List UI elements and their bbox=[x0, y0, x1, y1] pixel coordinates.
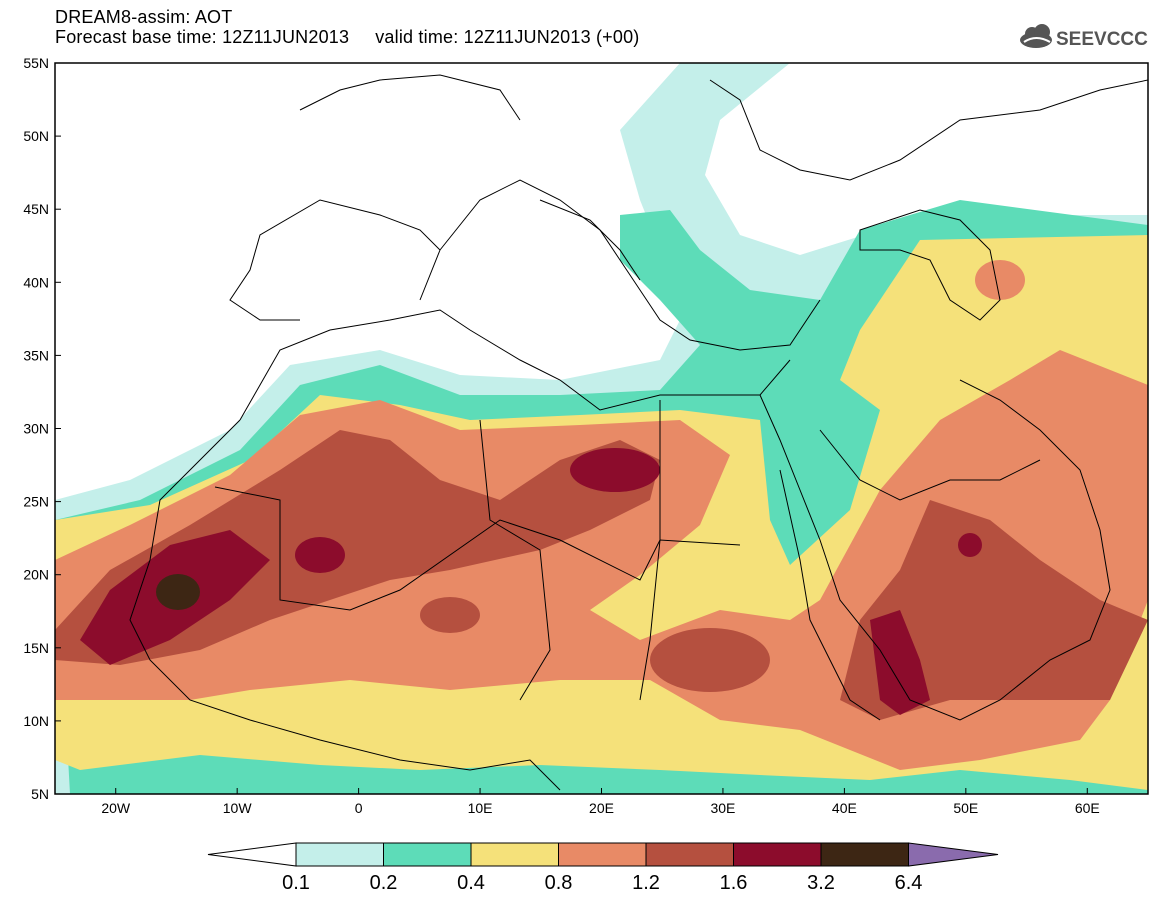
lon-label: 20E bbox=[589, 800, 614, 816]
legend-label: 1.2 bbox=[632, 872, 660, 894]
aot-contour-1.6-libya bbox=[570, 448, 660, 492]
lon-label: 60E bbox=[1075, 800, 1100, 816]
lat-label: 55N bbox=[23, 55, 49, 71]
legend-label: 0.1 bbox=[282, 872, 310, 894]
logo-text: SEEVCCC bbox=[1056, 29, 1148, 50]
legend-arrow-high bbox=[908, 842, 999, 867]
lat-label: 25N bbox=[23, 494, 49, 510]
legend-label: 3.2 bbox=[807, 872, 835, 894]
legend-arrow-low bbox=[207, 842, 297, 867]
legend-label: 0.4 bbox=[457, 872, 485, 894]
lat-label: 40N bbox=[23, 274, 49, 290]
aot-contour-1.2-sudan bbox=[650, 628, 770, 692]
lon-label: 30E bbox=[710, 800, 735, 816]
aot-contour-0.8-caspian bbox=[975, 260, 1025, 300]
legend-label: 0.8 bbox=[544, 872, 573, 894]
lat-label: 50N bbox=[23, 128, 49, 144]
lon-label: 40E bbox=[832, 800, 857, 816]
lat-label: 35N bbox=[23, 347, 49, 363]
legend-swatch bbox=[295, 842, 384, 867]
lon-label: 0 bbox=[355, 800, 363, 816]
legend-swatch bbox=[820, 842, 909, 867]
aot-contour-3.2 bbox=[156, 574, 200, 610]
forecast-time-line: Forecast base time: 12Z11JUN2013 valid t… bbox=[55, 27, 640, 47]
seevccc-logo: SEEVCCC bbox=[1020, 24, 1148, 50]
aot-contour-1.6-yemen bbox=[870, 610, 930, 715]
aot-contour-1.6-mali bbox=[295, 537, 345, 573]
lat-label: 15N bbox=[23, 640, 49, 656]
longitude-axis: 20W 10W 0 10E 20E 30E 40E 50E 60E bbox=[101, 788, 1100, 816]
lon-label: 50E bbox=[953, 800, 978, 816]
lat-label: 10N bbox=[23, 713, 49, 729]
lon-label: 10E bbox=[468, 800, 493, 816]
legend-label: 0.2 bbox=[369, 872, 398, 894]
legend-swatch bbox=[470, 842, 559, 867]
latitude-axis: 55N 50N 45N 40N 35N 30N 25N 20N 15N 10N 5N bbox=[23, 55, 61, 802]
aot-contour-1.6-saudi bbox=[958, 533, 982, 557]
legend-label: 1.6 bbox=[719, 872, 748, 894]
legend-label: 6.4 bbox=[894, 872, 923, 894]
coastlines bbox=[129, 74, 1148, 791]
lat-label: 45N bbox=[23, 201, 49, 217]
cloud-icon bbox=[1020, 24, 1052, 48]
legend-swatch bbox=[645, 842, 734, 867]
legend-swatch bbox=[558, 842, 647, 867]
lon-label: 20W bbox=[101, 800, 131, 816]
legend-swatch bbox=[733, 842, 822, 867]
aot-field bbox=[55, 63, 1148, 794]
legend-swatch bbox=[383, 842, 472, 867]
lat-label: 20N bbox=[23, 567, 49, 583]
aot-contour-1.2-chad bbox=[420, 597, 480, 633]
chart-title: DREAM8-assim: AOT bbox=[55, 7, 233, 27]
lon-label: 10W bbox=[223, 800, 253, 816]
lat-label: 5N bbox=[31, 786, 49, 802]
lat-label: 30N bbox=[23, 421, 49, 437]
